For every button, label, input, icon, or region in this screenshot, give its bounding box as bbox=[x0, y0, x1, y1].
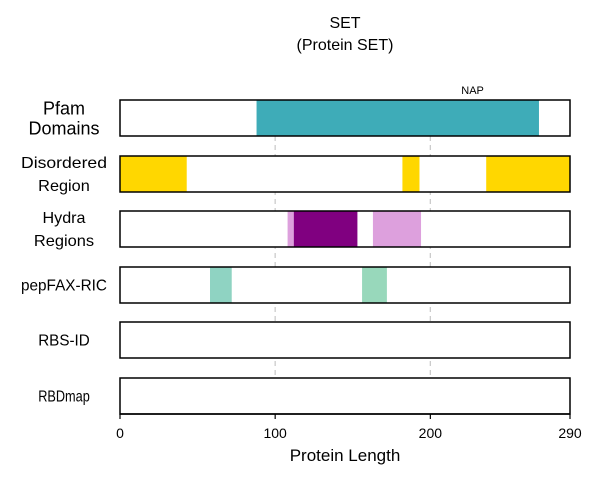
track-border bbox=[119, 210, 571, 248]
x-tick-label: 0 bbox=[116, 425, 124, 441]
x-tick-label: 100 bbox=[263, 425, 287, 441]
chart-title: SET bbox=[329, 15, 360, 32]
track-border bbox=[119, 266, 571, 304]
track-row: RBS-ID bbox=[38, 321, 571, 359]
track-border bbox=[119, 155, 571, 193]
track-label: Regions bbox=[34, 233, 94, 250]
segment-label: NAP bbox=[461, 85, 484, 97]
track-border bbox=[119, 321, 571, 359]
track-segment bbox=[210, 267, 232, 303]
track-segment bbox=[372, 211, 422, 247]
grid-lines bbox=[274, 100, 431, 414]
track-segment bbox=[362, 267, 387, 303]
track-row: Disordered Region bbox=[21, 155, 571, 195]
x-tick-label: 290 bbox=[558, 425, 582, 441]
track-segment bbox=[486, 156, 570, 192]
track-label: RBS-ID bbox=[38, 333, 90, 350]
track-label: Hydra bbox=[43, 210, 86, 227]
track-label: Domains bbox=[28, 118, 99, 138]
track-label: RBDmap bbox=[38, 389, 90, 406]
track-label: Pfam bbox=[43, 98, 85, 118]
x-axis-label: Protein Length bbox=[290, 446, 401, 465]
track-segment bbox=[293, 211, 358, 247]
track-row: Hydra Regions bbox=[34, 210, 571, 250]
track-segment bbox=[120, 156, 187, 192]
track-border bbox=[119, 99, 571, 137]
x-tick-label: 200 bbox=[419, 425, 443, 441]
track-background bbox=[120, 378, 570, 414]
x-axis: 0 100 200 290 bbox=[116, 413, 582, 441]
track-segment bbox=[402, 156, 420, 192]
track-label: Disordered bbox=[21, 155, 107, 172]
track-segment bbox=[256, 100, 539, 136]
track-background bbox=[120, 267, 570, 303]
track-background bbox=[120, 322, 570, 358]
track-label: pepFAX-RIC bbox=[21, 278, 107, 295]
track-segment bbox=[287, 211, 294, 247]
track-row: pepFAX-RIC bbox=[21, 266, 571, 304]
chart-subtitle: (Protein SET) bbox=[297, 37, 394, 54]
track-label: Region bbox=[38, 178, 90, 195]
track-row: RBDmap bbox=[38, 377, 571, 415]
